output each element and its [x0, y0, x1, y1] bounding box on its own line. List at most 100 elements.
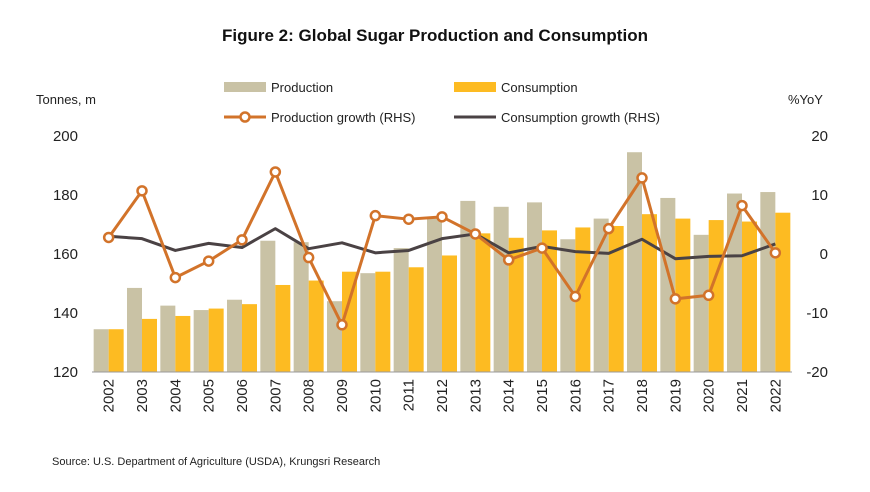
production-growth-marker	[536, 242, 548, 254]
bar-series-group	[93, 152, 791, 372]
legend-swatch	[454, 82, 496, 92]
x-tick-label: 2004	[167, 379, 184, 412]
production-bar	[693, 234, 709, 372]
consumption-bar	[475, 233, 491, 372]
chart-source-note: Source: U.S. Department of Agriculture (…	[52, 456, 381, 468]
production-growth-marker	[102, 231, 115, 244]
production-bar	[593, 218, 609, 372]
x-tick-label: 2007	[267, 379, 284, 412]
production-growth-marker	[669, 293, 682, 305]
production-growth-marker	[169, 271, 182, 284]
y-left-tick-label: 140	[53, 305, 78, 322]
production-growth-marker	[602, 222, 615, 235]
y-left-tick-label: 120	[53, 364, 78, 381]
x-tick-label: 2015	[534, 379, 551, 412]
production-growth-marker	[769, 247, 782, 259]
x-tick-label: 2006	[234, 379, 251, 412]
legend-marker	[239, 111, 251, 123]
consumption-bar	[508, 237, 524, 372]
production-growth-marker	[469, 228, 482, 240]
x-tick-label: 2018	[634, 379, 651, 412]
consumption-bar	[142, 318, 157, 372]
y-right-tick-label: 20	[811, 128, 828, 145]
x-tick-label: 2022	[767, 379, 784, 412]
x-tick-label: 2008	[301, 379, 318, 412]
production-growth-marker	[269, 166, 282, 178]
consumption-bar	[608, 225, 624, 372]
legend-label: Consumption growth (RHS)	[501, 110, 660, 125]
x-tick-label: 2012	[434, 379, 451, 412]
production-growth-marker	[702, 289, 715, 302]
x-tick-label: 2002	[101, 379, 118, 412]
consumption-bar	[442, 255, 457, 372]
legend-label: Production	[271, 80, 333, 95]
consumption-bar	[242, 304, 257, 372]
production-bar	[227, 299, 242, 372]
production-growth-marker	[436, 211, 448, 223]
consumption-bar	[342, 271, 357, 372]
consumption-bar	[208, 308, 224, 372]
production-bar	[260, 240, 276, 372]
consumption-growth-line	[108, 227, 776, 261]
y-right-tick-label: -20	[806, 364, 828, 381]
production-bar	[760, 192, 776, 372]
x-tick-label: 2016	[567, 379, 584, 412]
chart-legend: Production Consumption Production growth (…	[224, 80, 660, 125]
production-growth-marker	[569, 290, 582, 303]
y-right-tick-label: 10	[811, 187, 828, 204]
production-bar	[427, 218, 442, 372]
x-tick-label: 2014	[501, 379, 518, 412]
production-growth-marker	[736, 199, 748, 212]
line-series-group	[102, 166, 782, 331]
x-tick-label: 2017	[601, 379, 618, 412]
y-axis-left-ticks: 120 140 160 180 200	[53, 128, 78, 381]
legend-label: Consumption	[501, 80, 578, 95]
production-bar	[160, 305, 176, 372]
production-bar	[493, 206, 509, 372]
x-axis-ticks: 2002 2003 2004 2005 2006 2007 2008 2009 2010 2011…	[101, 379, 785, 412]
y-right-tick-label: 0	[820, 246, 828, 263]
production-bar	[627, 152, 642, 372]
production-bar	[660, 197, 676, 372]
production-bar	[393, 248, 409, 372]
production-growth-marker	[136, 185, 148, 197]
production-growth-marker	[402, 213, 415, 225]
production-growth-marker	[236, 234, 248, 246]
chart-title: Figure 2: Global Sugar Production and Co…	[222, 26, 648, 45]
x-tick-label: 2020	[701, 379, 718, 412]
production-bar	[727, 193, 742, 372]
consumption-bar	[642, 214, 657, 372]
x-tick-label: 2010	[367, 379, 384, 412]
production-bar	[360, 273, 376, 372]
production-bar	[527, 202, 542, 372]
x-tick-label: 2021	[734, 379, 751, 412]
consumption-bar	[408, 267, 424, 372]
x-tick-label: 2003	[134, 379, 151, 412]
x-tick-label: 2011	[401, 379, 418, 411]
production-growth-marker	[202, 255, 215, 267]
consumption-bar	[375, 271, 391, 372]
consumption-bar	[275, 284, 291, 372]
production-growth-marker	[369, 209, 382, 222]
x-tick-label: 2005	[201, 379, 218, 412]
production-growth-marker	[502, 254, 515, 266]
consumption-bar	[742, 221, 757, 372]
y-left-tick-label: 200	[53, 128, 78, 145]
x-tick-label: 2019	[667, 379, 684, 412]
consumption-bar	[775, 212, 791, 372]
legend-label: Production growth (RHS)	[271, 110, 416, 125]
y-left-tick-label: 180	[53, 187, 78, 204]
production-bar	[193, 310, 209, 372]
x-tick-label: 2009	[334, 379, 351, 412]
y-right-tick-label: -10	[806, 305, 828, 322]
production-bar	[293, 242, 309, 372]
legend-swatch	[224, 82, 266, 92]
y-left-tick-label: 160	[53, 246, 78, 263]
consumption-bar	[108, 329, 124, 372]
production-bar	[93, 329, 109, 372]
consumption-bar	[175, 315, 191, 372]
consumption-bar	[575, 227, 591, 372]
production-growth-marker	[336, 319, 348, 331]
production-bar	[127, 287, 142, 372]
